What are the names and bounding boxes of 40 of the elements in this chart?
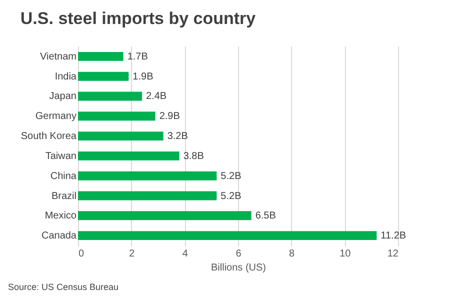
- y-tick-label: Germany: [35, 111, 76, 122]
- bar: [78, 72, 129, 81]
- bar: [78, 151, 180, 160]
- bar: [78, 52, 124, 61]
- bar: [78, 211, 252, 220]
- x-axis-title: Billions (US): [210, 262, 266, 274]
- x-tick-label: 2: [129, 248, 136, 260]
- bar: [78, 191, 217, 200]
- bar: [78, 112, 156, 121]
- data-label: 2.9B: [159, 111, 180, 122]
- data-label: 11.2B: [380, 230, 406, 242]
- bar: [78, 231, 377, 240]
- chart-title: U.S. steel imports by country: [20, 9, 256, 28]
- x-tick-label: 10: [340, 248, 352, 260]
- x-tick-label: 12: [387, 248, 399, 260]
- bar: [78, 171, 217, 180]
- y-tick-label: South Korea: [20, 131, 77, 142]
- data-label: 5.2B: [220, 170, 242, 182]
- x-tick-label: 8: [289, 248, 296, 260]
- data-label: 1.9B: [132, 71, 154, 82]
- data-label: 3.8B: [183, 150, 204, 162]
- y-tick-label: Canada: [41, 230, 77, 242]
- bar: [78, 132, 164, 141]
- x-tick-label: 0: [78, 248, 84, 260]
- y-tick-label: Japan: [49, 91, 76, 102]
- y-tick-label: Mexico: [44, 210, 77, 222]
- y-tick-label: Vietnam: [40, 51, 76, 62]
- data-label: 5.2B: [220, 190, 242, 202]
- x-tick-label: 4: [182, 248, 188, 260]
- y-tick-label: Taiwan: [45, 150, 76, 162]
- data-label: 1.7B: [127, 51, 148, 62]
- bar: [78, 92, 142, 101]
- y-tick-label: China: [50, 170, 77, 182]
- data-label: 6.5B: [255, 210, 276, 222]
- source-note: Source: US Census Bureau: [8, 282, 119, 292]
- x-tick-label: 6: [236, 248, 242, 260]
- data-label: 2.4B: [146, 91, 167, 102]
- data-label: 3.2B: [167, 131, 188, 142]
- y-tick-label: Brazil: [51, 190, 76, 202]
- y-tick-label: India: [54, 71, 77, 82]
